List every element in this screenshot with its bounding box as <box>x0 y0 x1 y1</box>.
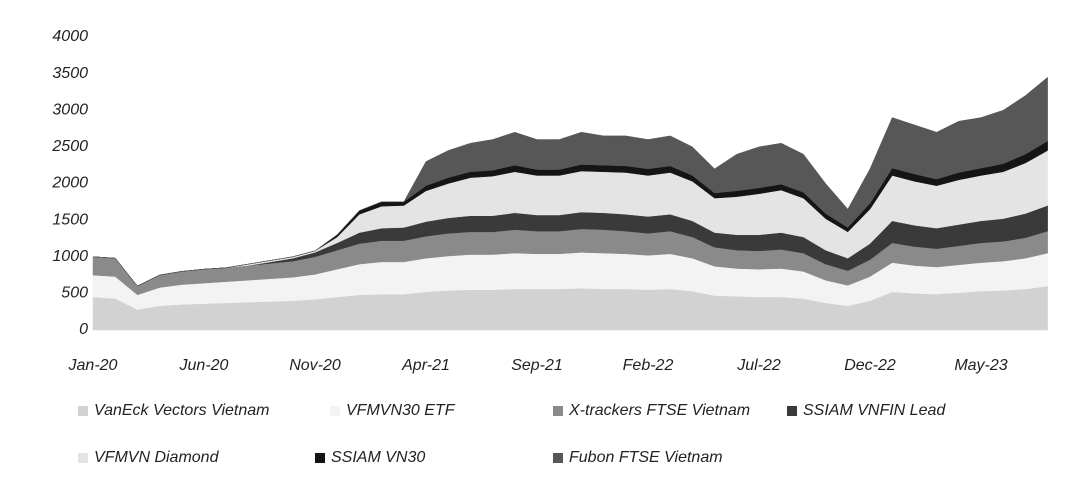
legend-marker <box>787 406 797 416</box>
legend-marker <box>553 453 563 463</box>
area <box>92 76 1048 287</box>
legend-marker <box>330 406 340 416</box>
x-tick-label: May-23 <box>954 357 1007 374</box>
legend-label: SSIAM VN30 <box>331 449 425 466</box>
x-tick-label: Nov-20 <box>289 357 341 374</box>
y-tick-label: 2500 <box>51 138 88 155</box>
y-tick-label: 2000 <box>51 175 88 192</box>
legend-label: Fubon FTSE Vietnam <box>569 449 723 466</box>
legend-label: SSIAM VNFIN Lead <box>803 402 946 419</box>
legend-label: X-trackers FTSE Vietnam <box>568 402 750 419</box>
legend-marker <box>78 453 88 463</box>
legend-marker <box>553 406 563 416</box>
x-tick-label: Jun-20 <box>179 357 229 374</box>
y-tick-label: 500 <box>61 285 88 302</box>
x-tick-label: Jul-22 <box>736 357 781 374</box>
x-tick-label: Apr-21 <box>401 357 450 374</box>
x-tick-label: Jan-20 <box>68 357 118 374</box>
legend-marker <box>78 406 88 416</box>
y-tick-label: 3000 <box>52 101 88 118</box>
legend-label: VanEck Vectors Vietnam <box>94 402 270 419</box>
x-tick-label: Sep-21 <box>511 357 563 374</box>
legend-marker <box>315 453 325 463</box>
y-tick-label: 0 <box>79 321 88 338</box>
x-tick-label: Dec-22 <box>844 357 896 374</box>
y-tick-label: 3500 <box>52 65 88 82</box>
legend-label: VFMVN Diamond <box>94 449 220 466</box>
y-tick-label: 1000 <box>52 248 88 265</box>
y-tick-label: 1500 <box>52 211 88 228</box>
legend-label: VFMVN30 ETF <box>346 402 456 419</box>
y-tick-label: 4000 <box>52 28 88 45</box>
x-tick-label: Feb-22 <box>623 357 674 374</box>
